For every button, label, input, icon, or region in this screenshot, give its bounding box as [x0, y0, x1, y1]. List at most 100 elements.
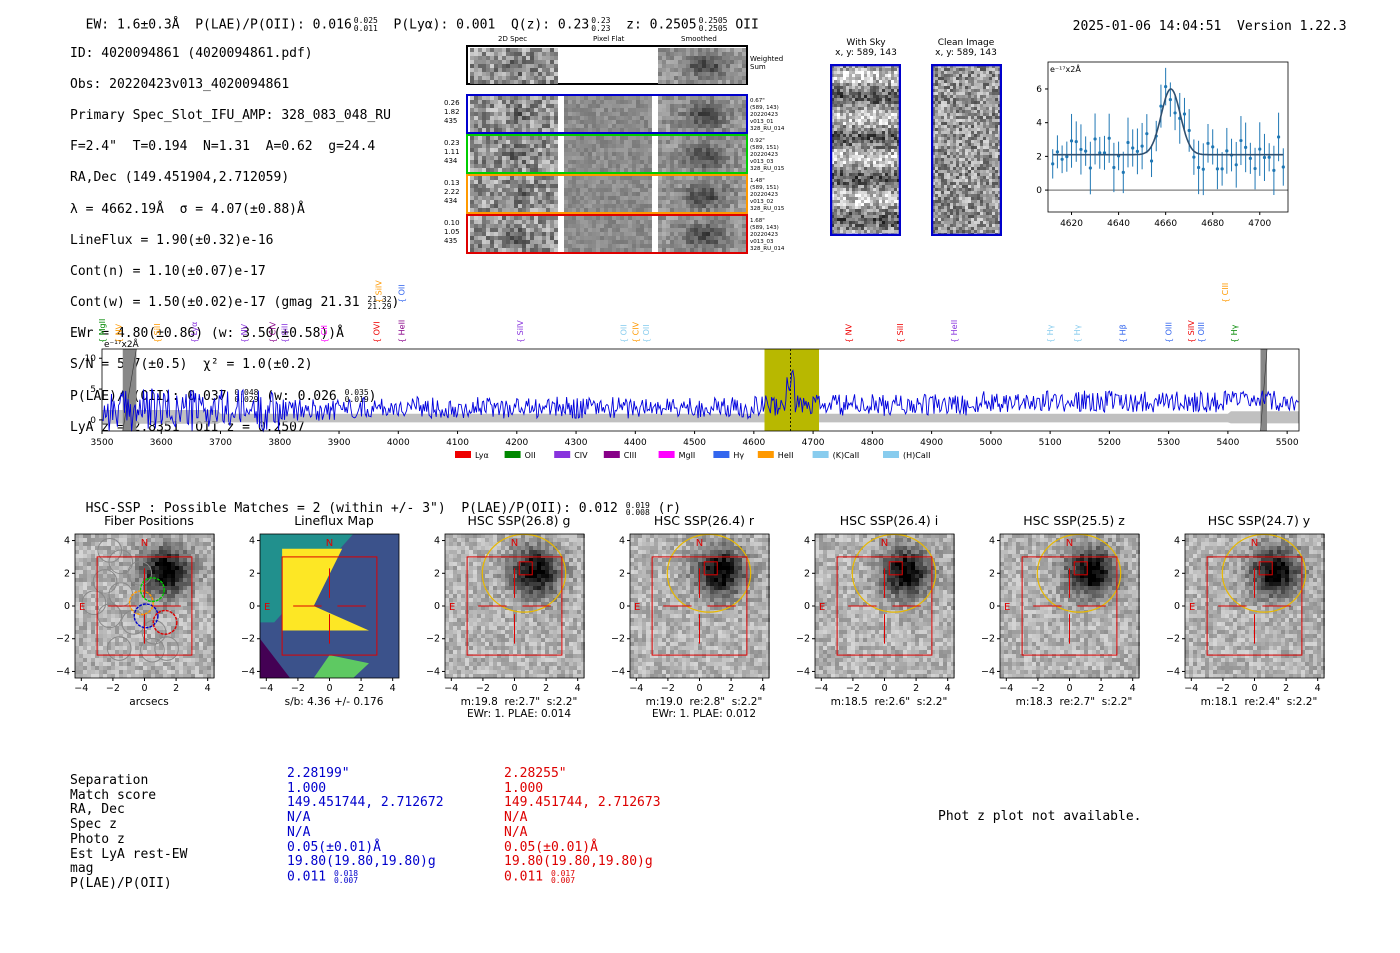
hsc-ytick: 2 [434, 568, 440, 579]
header-timestamp-version: 2025-01-06 14:04:51 Version 1.22.3 [1057, 4, 1347, 34]
hsc-ytick: −4 [982, 666, 995, 677]
hsc-ytick: 0 [64, 601, 70, 612]
hsc-panel-title: HSC SSP(26.4) i [839, 513, 939, 528]
hsc-xtick: 4 [205, 683, 211, 694]
info-contw-hi: 21.32 [367, 294, 392, 304]
hsc-panel-image: N E −4 −4 −2 −2 0 0 2 2 4 4 [57, 533, 215, 694]
cutout-row-right-label: 328_RU_015 [750, 206, 785, 212]
spectrum-xtick: 5200 [1098, 438, 1121, 448]
cutout-row-left-label: 0.26 [444, 99, 460, 107]
spectral-line-label: { OVI [372, 321, 381, 343]
with-sky-xy: x, y: 589, 143 [835, 48, 897, 58]
hsc-xtick: 0 [696, 683, 702, 694]
hsc-ytick: 4 [989, 536, 995, 547]
match-table-value: 0.05(±0.01)Å [504, 839, 598, 855]
hsc-ytick: 2 [64, 568, 70, 579]
spectral-line-label: { OIII [1165, 322, 1174, 343]
info-radec: RA,Dec (149.451904,2.712059) [70, 170, 290, 186]
hsc-xtick: 4 [760, 683, 766, 694]
hsc-ytick: 2 [989, 568, 995, 579]
north-marker: N [511, 538, 518, 549]
hsc-xtick: 0 [511, 683, 517, 694]
hsc-ytick: 2 [804, 568, 810, 579]
hsc-xtick: −4 [259, 683, 273, 694]
cutout-col-smooth: Smoothed [681, 35, 717, 43]
cutout-row-right-label: 0.92" [750, 138, 765, 144]
spectrum-xtick: 5400 [1216, 438, 1239, 448]
hsc-ytick: −4 [242, 666, 255, 677]
hsc-panel-image: N E −4 −4 −2 −2 0 0 2 2 4 4 [242, 533, 400, 694]
hsc-xtick: 4 [1315, 683, 1321, 694]
match-table-blue: 2.28199" 1.000 149.451744, 2.712672 N/A N/A 0… [287, 766, 444, 885]
spectrum-ytick: 5 [90, 385, 96, 395]
hsc-ytick: 4 [804, 536, 810, 547]
north-marker: N [1066, 538, 1073, 549]
hsc-xtick: 4 [575, 683, 581, 694]
zoom-xtick: 4620 [1060, 219, 1083, 229]
hsc-xtick: −4 [444, 683, 458, 694]
clean-image [931, 64, 1002, 236]
cutout-row-right-label: 20220423 [750, 192, 778, 198]
cutout-row-frame [466, 134, 748, 174]
hsc-ytick: 4 [64, 536, 70, 547]
cutout-weighted-sum: Weighted Sum [750, 55, 784, 71]
spectral-line-label: { Hγ [1073, 324, 1082, 343]
east-marker: E [449, 602, 455, 613]
hsc-ytick: −4 [427, 666, 440, 677]
header-z-lo: 0.2505 [698, 24, 728, 33]
hsc-xtick: −4 [74, 683, 88, 694]
hsc-panel-image: N E −4 −4 −2 −2 0 0 2 2 4 4 [797, 533, 955, 694]
north-marker: N [696, 538, 703, 549]
spectral-line-label: { SiII [281, 323, 290, 343]
hsc-xtick: 0 [326, 683, 332, 694]
spectrum-xtick: 3900 [328, 438, 351, 448]
hsc-panel-xlabel: m:18.3 re:2.7" s:2.2" [1015, 696, 1133, 708]
header-timestamp: 2025-01-06 14:04:51 [1072, 19, 1222, 34]
match-table-label: P(LAE)/P(OII) [70, 875, 172, 891]
spectrum-xtick: 4900 [920, 438, 943, 448]
match-table-value: 2.28255" [504, 766, 567, 781]
hsc-xtick: 2 [1098, 683, 1104, 694]
hsc-panel-title: Fiber Positions [104, 513, 194, 528]
info-contw-lo: 21.29 [367, 301, 392, 311]
with-sky-image [830, 64, 901, 236]
cutout-row-left-label: 2.22 [444, 188, 460, 196]
match-table-value: N/A [504, 810, 528, 826]
cutout-row-right-label: v013_03 [750, 239, 774, 245]
cutout-col-2d: 2D Spec [498, 35, 528, 43]
header-plya: P(Lyα): 0.001 [393, 17, 496, 33]
spectrum-legend-label: HeII [778, 451, 794, 460]
info-contw-end: ) [391, 295, 400, 311]
cutout-row-left-label: 0.23 [444, 139, 460, 147]
match-table-label: Photo z [70, 831, 125, 847]
spectrum-xtick: 4700 [802, 438, 825, 448]
hsc-xtick: 4 [945, 683, 951, 694]
spectral-line-label: { Hγ [1046, 324, 1055, 343]
spectral-line-label: { CIII [1221, 283, 1230, 303]
spectral-line-label: { SiIV [375, 280, 384, 303]
east-marker: E [1189, 602, 1195, 613]
header-qz-hi: 0.23 [591, 16, 611, 25]
match-table-value: 149.451744, 2.712673 [504, 795, 661, 811]
hsc-xtick: −2 [1031, 683, 1045, 694]
cutout-row-left-label: 0.13 [444, 179, 460, 187]
hsc-panel-title: HSC SSP(25.5) z [1023, 513, 1125, 528]
hsc-ytick: −2 [57, 634, 70, 645]
hsc-ytick: −2 [242, 634, 255, 645]
hsc-xtick: −2 [1216, 683, 1230, 694]
hsc-panel-xlabel: m:18.5 re:2.6" s:2.2" [830, 696, 948, 708]
hsc-ytick: 0 [249, 601, 255, 612]
match-table-label: mag [70, 861, 94, 877]
cutout-row-left-label: 0.10 [444, 219, 460, 227]
match-table-value: N/A [287, 810, 311, 826]
clean-image-label: Clean Image [937, 38, 995, 48]
spectrum-ytick: 10 [85, 354, 97, 364]
spectrum-xtick: 5100 [1039, 438, 1062, 448]
hsc-ytick: 4 [249, 536, 255, 547]
hsc-ytick: 0 [619, 601, 625, 612]
hsc-panel-image: N E −4 −4 −2 −2 0 0 2 2 4 4 [1167, 533, 1325, 694]
cutout-row-left-label: 435 [444, 117, 457, 125]
spectral-line-label: { NV [240, 323, 249, 343]
hsc-ytick: 0 [804, 601, 810, 612]
hsc-ytick: 2 [619, 568, 625, 579]
